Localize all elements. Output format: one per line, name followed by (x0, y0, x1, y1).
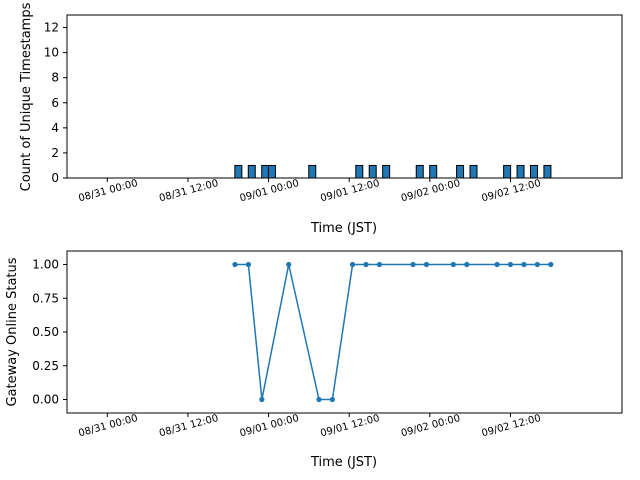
status-point (534, 261, 540, 268)
plot1-y-tick-label: 10 (44, 46, 59, 60)
status-point (349, 261, 356, 268)
status-point (376, 261, 383, 268)
plot1-y-tick-label: 4 (51, 121, 59, 135)
plot1-axes-frame (66, 14, 623, 179)
status-point (286, 261, 292, 268)
bar (516, 164, 525, 179)
status-point (232, 261, 238, 268)
plot2-y-tick-label: 0.00 (32, 393, 59, 407)
status-point (521, 261, 527, 268)
plot2-x-tick-label: 09/02 00:00 (400, 413, 462, 439)
plot1-x-tick-label: 09/02 00:00 (400, 178, 462, 204)
bar (456, 164, 465, 179)
plot2-x-tick-label: 09/01 00:00 (239, 413, 301, 439)
plot2-y-tick-label: 0.75 (32, 291, 59, 305)
plot1-x-tick-label: 09/02 12:00 (481, 178, 543, 204)
status-point (450, 261, 456, 268)
plot2-x-axis-title: Time (JST) (310, 455, 377, 470)
status-point (410, 261, 416, 268)
plot1-x-tick-label: 08/31 00:00 (77, 178, 139, 204)
plot2-series (232, 261, 554, 403)
plot2-y-axis-title: Gateway Online Status (5, 257, 20, 406)
plot1-x-tick-label: 09/01 12:00 (319, 178, 381, 204)
line-chart-gateway-status: 0.00 0.25 0.50 0.75 1.00 08/31 00:00 08/31 12… (5, 250, 623, 470)
status-point (423, 261, 430, 268)
status-point (494, 261, 500, 268)
plot2-y-ticks: 0.00 0.25 0.50 0.75 1.00 (32, 258, 67, 407)
plot2-x-tick-label: 09/01 12:00 (319, 413, 381, 439)
status-point (245, 261, 252, 268)
plot2-x-tick-label: 09/02 12:00 (481, 413, 543, 439)
plot1-x-tick-label: 08/31 12:00 (158, 178, 220, 204)
bar (355, 164, 364, 179)
plot2-x-tick-label: 08/31 00:00 (77, 413, 139, 439)
status-point (464, 261, 470, 268)
plot2-y-tick-label: 1.00 (32, 258, 59, 272)
plot1-x-tick-label: 09/01 00:00 (239, 178, 301, 204)
plot1-bars (234, 164, 552, 179)
status-point (507, 261, 514, 268)
plot1-y-axis-title: Count of Unique Timestamps (19, 2, 34, 191)
status-point (329, 396, 336, 403)
bar (308, 164, 317, 179)
plot2-x-tick-label: 08/31 12:00 (158, 413, 220, 439)
bar (469, 164, 478, 179)
plot1-x-ticks: 08/31 00:00 08/31 12:00 09/01 00:00 09/01 1… (77, 178, 542, 204)
bar (503, 164, 512, 179)
bar (382, 164, 391, 179)
plot1-y-tick-label: 8 (51, 71, 59, 85)
plot1-y-ticks: 0 2 4 6 8 10 12 (44, 21, 67, 185)
plot1-y-tick-label: 6 (51, 96, 59, 110)
bar (429, 164, 438, 179)
status-point (259, 396, 265, 403)
bar (415, 164, 424, 179)
plot2-y-tick-label: 0.25 (32, 359, 59, 373)
plot2-axes-frame (66, 250, 623, 414)
plot1-y-tick-label: 2 (51, 146, 59, 160)
status-line (235, 263, 551, 401)
bar (529, 164, 538, 179)
bar (247, 164, 256, 179)
status-point (316, 396, 322, 403)
bar (234, 164, 243, 179)
bar (543, 164, 552, 179)
plot1-y-tick-label: 0 (51, 171, 59, 185)
status-point (363, 261, 369, 268)
bar (261, 164, 270, 179)
plot2-y-tick-label: 0.50 (32, 325, 59, 339)
bar (267, 164, 276, 179)
plot1-y-tick-label: 12 (44, 21, 59, 35)
bar (368, 164, 377, 179)
bar-chart-unique-timestamps: 0 2 4 6 8 10 12 08/31 00:00 08/31 12:00 09/01 00… (19, 2, 623, 236)
plot2-x-ticks: 08/31 00:00 08/31 12:00 09/01 00:00 09/01 1… (77, 413, 542, 439)
status-point (548, 261, 554, 268)
plot1-x-axis-title: Time (JST) (310, 221, 377, 236)
